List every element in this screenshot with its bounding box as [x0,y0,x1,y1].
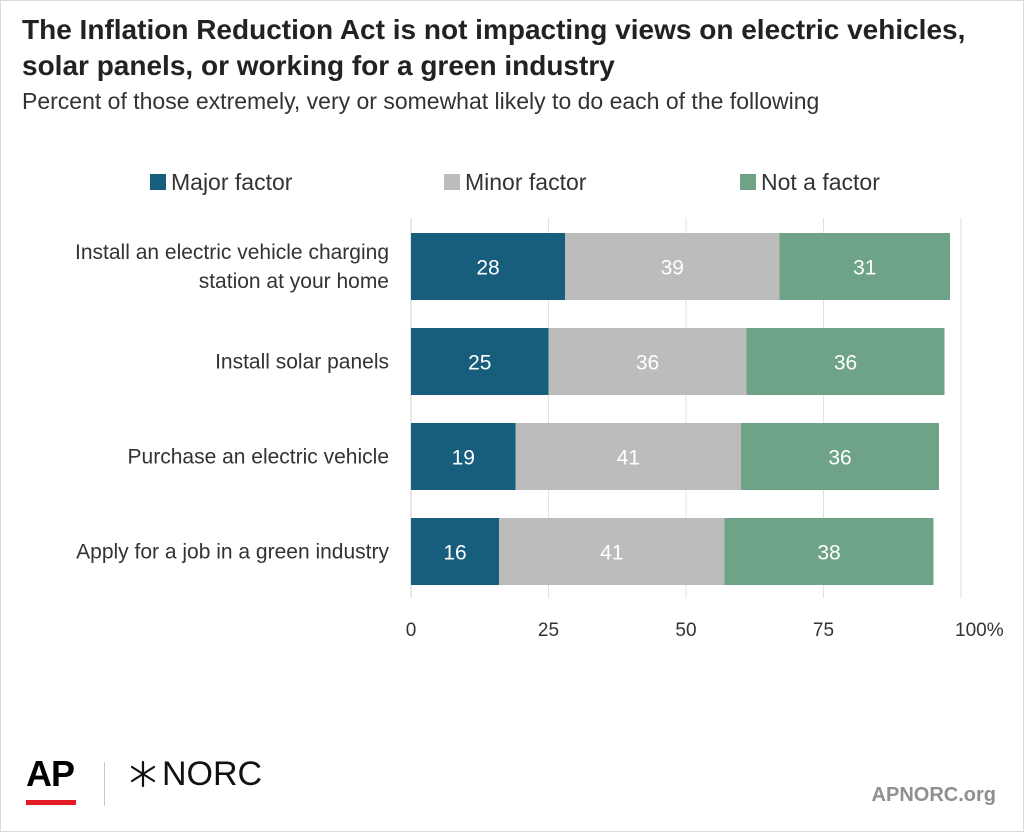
legend-label: Not a factor [761,169,880,195]
data-label: 38 [817,542,840,565]
legend-label: Major factor [171,169,293,195]
bar-segment [411,233,565,300]
bar-segment [499,518,725,585]
category-label: Install an electric vehicle charging [75,241,389,264]
category-labels: Install an electric vehicle charging stat… [75,241,389,564]
category-label: station at your home [199,270,389,293]
x-tick-label: 75 [813,620,834,641]
category-label: Install solar panels [215,351,389,374]
site-link[interactable]: APNORC.org [871,784,996,806]
category-label: Apply for a job in a green industry [76,541,389,564]
x-tick-label: 100% [955,620,1004,641]
bar-segment [411,328,549,395]
norc-logo-text: NORC [162,755,263,793]
data-label: 16 [443,542,466,565]
data-label: 41 [600,542,623,565]
bar-segment [411,518,499,585]
bar-segment [741,423,939,490]
bars: 28 39 31 25 36 36 19 41 36 16 41 38 [411,233,950,585]
legend-swatch [150,174,166,190]
legend-swatch [444,174,460,190]
x-tick-label: 50 [675,620,696,641]
bar-segment [548,328,747,395]
data-label: 19 [452,447,475,470]
data-label: 39 [661,257,684,280]
data-label: 36 [834,352,857,375]
bar-segment [515,423,741,490]
data-label: 31 [853,257,876,280]
data-label: 25 [468,352,491,375]
ap-logo: AP [26,753,75,794]
data-label: 36 [636,352,659,375]
chart-subtitle: Percent of those extremely, very or some… [22,88,820,114]
x-tick-label: 25 [538,620,559,641]
legend-swatch [740,174,756,190]
data-label: 28 [476,257,499,280]
bar-segment [411,423,516,490]
data-label: 41 [617,447,640,470]
ap-logo-underline [26,800,76,805]
data-label: 36 [828,447,851,470]
x-tick-label: 0 [406,620,417,641]
logo-divider [104,762,105,806]
bar-segment [746,328,945,395]
category-label: Purchase an electric vehicle [128,446,389,469]
norc-logo: NORC [128,756,262,792]
stacked-bar-chart: Major factor Minor factor Not a factor 28 3… [75,169,1004,641]
x-axis-ticks: 0 25 50 75 100% [406,620,1004,641]
legend-label: Minor factor [465,169,587,195]
norc-star-icon [130,760,156,788]
chart-title: The Inflation Reduction Act is not impac… [22,14,966,81]
legend: Major factor Minor factor Not a factor [150,169,880,195]
bar-segment [724,518,934,585]
bar-segment [565,233,780,300]
bar-segment [779,233,950,300]
